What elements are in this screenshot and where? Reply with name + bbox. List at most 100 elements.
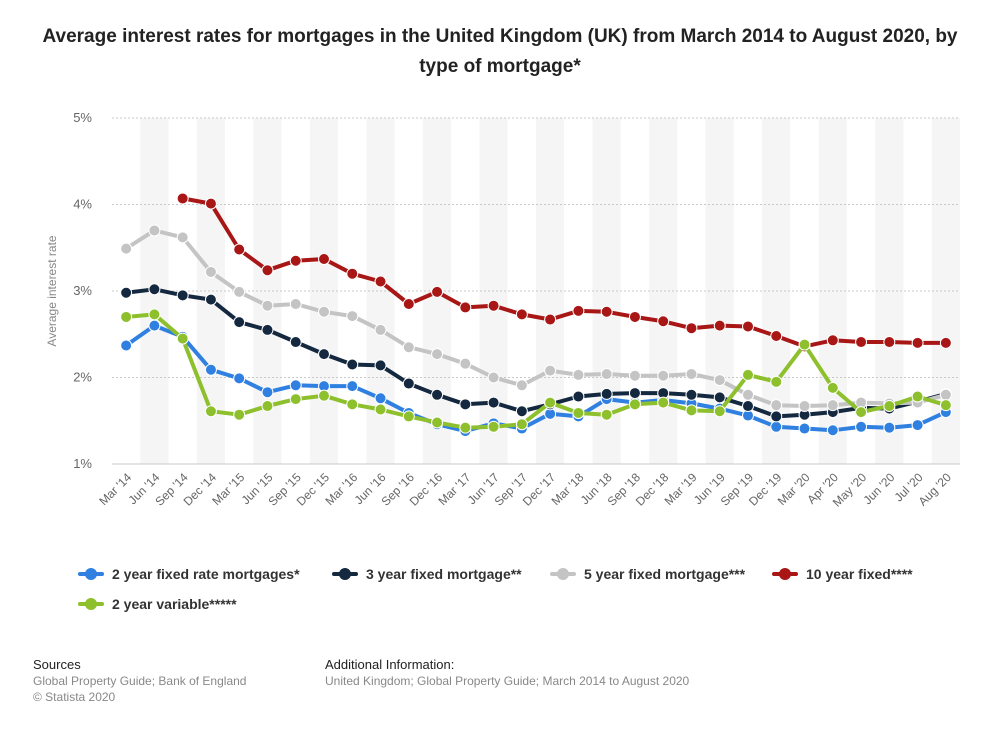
data-point <box>487 371 500 384</box>
data-point <box>318 305 330 318</box>
legend-marker-icon <box>332 567 358 581</box>
data-point <box>770 399 783 412</box>
data-point <box>544 396 557 409</box>
data-point <box>176 192 189 205</box>
data-point <box>685 404 698 417</box>
data-point <box>176 289 189 302</box>
data-point <box>939 388 952 401</box>
data-point <box>431 416 444 429</box>
legend-item-2yr-fixed[interactable]: 2 year fixed rate mortgages* <box>78 566 300 582</box>
data-point <box>459 357 472 370</box>
data-point <box>233 316 246 329</box>
data-point <box>289 254 302 267</box>
data-point <box>770 420 783 433</box>
data-point <box>402 341 415 354</box>
data-point <box>431 388 444 401</box>
sources-text: Global Property Guide; Bank of England <box>33 674 247 688</box>
data-point <box>346 267 359 280</box>
data-point <box>713 319 726 332</box>
data-point <box>883 421 896 434</box>
x-tick-label: Mar '20 <box>775 470 813 508</box>
data-point <box>176 231 189 244</box>
legend-label: 2 year fixed rate mortgages* <box>112 566 300 582</box>
data-point <box>713 374 726 387</box>
data-point <box>148 224 161 237</box>
data-point <box>515 418 528 431</box>
data-point <box>346 380 359 393</box>
data-point <box>600 368 613 381</box>
data-point <box>826 399 839 412</box>
data-point <box>318 252 330 265</box>
data-point <box>233 285 246 298</box>
data-point <box>798 338 811 351</box>
data-point <box>657 396 670 409</box>
legend-item-10yr-fixed[interactable]: 10 year fixed**** <box>772 566 913 582</box>
x-tick-label: Jun '20 <box>860 470 897 507</box>
data-point <box>883 336 896 349</box>
data-point <box>204 265 217 278</box>
sources-heading: Sources <box>33 657 81 672</box>
x-tick-label: Mar '19 <box>662 470 700 508</box>
data-point <box>685 388 698 401</box>
data-point <box>826 424 839 437</box>
data-point <box>770 410 783 423</box>
legend-marker-icon <box>78 567 104 581</box>
y-tick-label: 3% <box>73 283 92 298</box>
legend-item-2yr-variable[interactable]: 2 year variable***** <box>78 596 237 612</box>
data-point <box>459 301 472 314</box>
legend-marker-icon <box>550 567 576 581</box>
data-point <box>628 398 641 411</box>
data-point <box>742 368 754 381</box>
legend-marker-icon <box>78 597 104 611</box>
data-point <box>261 323 274 336</box>
data-point <box>572 368 585 381</box>
y-tick-label: 2% <box>73 370 92 385</box>
data-point <box>176 332 189 345</box>
data-point <box>487 396 500 409</box>
data-point <box>120 286 133 299</box>
data-point <box>826 381 839 394</box>
additional-info-text: United Kingdom; Global Property Guide; M… <box>325 674 690 688</box>
legend-label: 10 year fixed**** <box>806 566 913 582</box>
data-point <box>261 264 274 277</box>
data-point <box>204 363 217 376</box>
data-point <box>233 408 246 421</box>
legend-item-3yr-fixed[interactable]: 3 year fixed mortgage** <box>332 566 522 582</box>
data-point <box>120 242 133 255</box>
data-point <box>911 419 924 432</box>
data-point <box>148 308 161 321</box>
x-tick-label: Mar '16 <box>322 470 360 508</box>
data-point <box>572 304 585 317</box>
data-point <box>628 387 641 400</box>
data-point <box>402 410 415 423</box>
data-point <box>431 285 444 298</box>
legend-label: 2 year variable***** <box>112 596 237 612</box>
series-line-4 <box>180 196 948 349</box>
data-point <box>713 391 726 404</box>
data-point <box>628 310 641 323</box>
data-point <box>374 359 387 372</box>
data-point <box>346 310 359 323</box>
data-point <box>798 400 811 413</box>
data-point <box>402 297 415 310</box>
data-point <box>148 283 161 296</box>
data-point <box>402 377 415 390</box>
data-point <box>600 408 613 421</box>
data-point <box>374 323 387 336</box>
data-point <box>261 299 274 312</box>
data-point <box>855 420 868 433</box>
footer-sources: Sources Global Property Guide; Bank of E… <box>33 657 246 705</box>
data-point <box>742 320 754 333</box>
data-point <box>374 392 387 405</box>
data-point <box>204 405 217 418</box>
data-point <box>148 319 161 332</box>
data-point <box>770 329 783 342</box>
legend-item-5yr-fixed[interactable]: 5 year fixed mortgage*** <box>550 566 745 582</box>
data-point <box>572 390 585 403</box>
legend-marker-icon <box>772 567 798 581</box>
data-point <box>374 275 387 288</box>
data-point <box>600 387 613 400</box>
x-tick-label: Mar '18 <box>549 470 587 508</box>
data-point <box>911 336 924 349</box>
data-point <box>346 358 359 371</box>
